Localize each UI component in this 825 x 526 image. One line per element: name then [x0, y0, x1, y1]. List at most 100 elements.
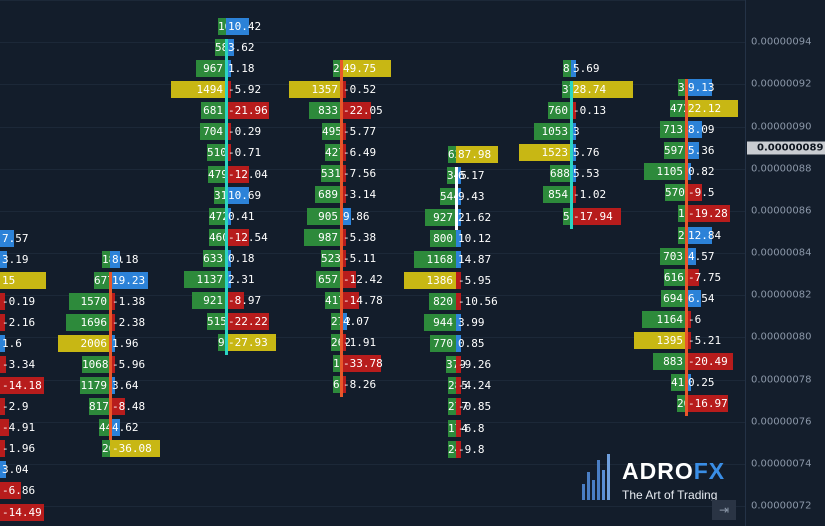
delta-bar: -19.28	[686, 205, 730, 223]
volume-bar: 515	[207, 313, 227, 331]
gridline	[0, 0, 745, 1]
volume-bar: 677	[94, 271, 114, 289]
delta-bar: 14.87	[456, 250, 492, 268]
delta-bar: 6.17	[456, 166, 485, 184]
volume-bar: 703	[660, 247, 686, 265]
gridline	[0, 211, 745, 212]
delta-bar: -6.49	[341, 144, 377, 162]
delta-bar: 5.36	[686, 142, 715, 160]
volume-bar: 417	[325, 291, 345, 309]
volume-bar: 883	[653, 353, 686, 371]
delta-bar: 5.69	[571, 60, 600, 77]
volume-bar: 1570	[69, 292, 110, 310]
delta-bar: -10.56	[456, 293, 498, 311]
delta-bar: -17.94	[571, 207, 621, 225]
delta-bar: -9.26	[456, 356, 492, 374]
volume-bar: 770	[430, 335, 456, 353]
price-tick-label: 0.00000082	[751, 289, 812, 301]
delta-bar: 12.84	[686, 226, 722, 244]
gridline	[0, 253, 745, 254]
delta-bar: -8.97	[226, 292, 262, 310]
price-axis[interactable]	[745, 0, 825, 526]
delta-bar: 1.96	[110, 334, 139, 352]
delta-bar: -6	[686, 310, 702, 328]
delta-bar: -5.38	[341, 228, 377, 246]
delta-bar: -0.19	[0, 292, 36, 310]
volume-bar: 800	[430, 229, 456, 247]
delta-bar: -22.22	[226, 313, 269, 331]
volume-bar: 8	[563, 60, 571, 77]
volume-bar: 1164	[642, 310, 686, 328]
poc-line	[685, 79, 688, 417]
delta-bar: -21.96	[226, 102, 269, 120]
delta-bar: -0.71	[226, 144, 262, 162]
price-tick-label: 0.00000072	[751, 500, 812, 512]
delta-bar: 49.75	[341, 60, 391, 77]
delta-bar: 9.43	[456, 187, 485, 205]
delta-bar: -0.85	[456, 398, 492, 416]
logo-bars-icon	[580, 452, 614, 504]
volume-bar: 285	[448, 377, 468, 395]
price-tick-label: 0.00000074	[751, 458, 812, 470]
price-tick-label: 0.00000084	[751, 247, 812, 259]
delta-bar: 21.62	[456, 208, 492, 226]
delta-bar: -5.92	[226, 81, 262, 99]
volume-bar: 820	[429, 293, 456, 311]
volume-bar: 417	[671, 374, 691, 392]
gridline	[0, 295, 745, 296]
volume-bar: 1068	[82, 355, 110, 373]
volume-bar: 1053	[534, 123, 571, 141]
volume-bar: 987	[304, 228, 341, 246]
delta-bar: 0.18	[226, 249, 255, 267]
delta-bar: -22.05	[341, 102, 383, 120]
volume-bar: 1386	[404, 271, 456, 289]
volume-bar: 1168	[414, 250, 456, 268]
volume-bar: 2006	[58, 334, 110, 352]
gridline	[0, 506, 745, 507]
volume-bar: 689	[315, 186, 341, 204]
logo-title: ADROFX	[622, 458, 726, 484]
volume-bar: 180	[102, 250, 122, 268]
delta-bar: -6.86	[0, 482, 36, 500]
price-tick-label: 0.00000078	[751, 374, 812, 385]
gridline	[0, 464, 745, 465]
delta-bar: -33.78	[341, 355, 383, 373]
volume-bar: 681	[201, 102, 226, 120]
delta-bar: 7.57	[0, 229, 29, 247]
gridline	[0, 127, 745, 128]
delta-bar: -9.8	[456, 440, 485, 458]
delta-bar: 1.18	[226, 60, 255, 78]
delta-bar: -2.16	[0, 313, 36, 331]
volume-bar: 616	[664, 268, 686, 286]
delta-bar: 0.85	[456, 335, 485, 353]
poc-line	[109, 271, 112, 441]
gridline	[0, 169, 745, 170]
volume-bar: 523	[321, 249, 341, 267]
volume-bar: 495	[322, 123, 342, 141]
delta-bar: -5.21	[686, 331, 722, 349]
volume-bar: 510	[207, 144, 227, 162]
delta-bar: 10.12	[456, 229, 492, 247]
price-tick-label: 0.00000086	[751, 205, 812, 217]
scroll-to-end-button[interactable]: ⇥	[712, 500, 736, 520]
volume-bar: 597	[664, 142, 686, 160]
price-tick-label: 0.00000080	[751, 331, 812, 343]
volume-bar: 921	[192, 292, 226, 310]
volume-bar: 713	[660, 121, 686, 139]
volume-bar: 544	[440, 187, 460, 205]
volume-bar: 1696	[66, 313, 110, 331]
delta-bar: -7.75	[686, 268, 722, 286]
delta-bar: 4.07	[341, 312, 370, 330]
volume-bar: 472	[670, 100, 690, 118]
delta-bar: 0.82	[686, 163, 715, 181]
delta-bar: 5.53	[571, 165, 600, 183]
volume-bar: 1494	[171, 81, 226, 99]
volume-bar: 479	[208, 165, 228, 183]
volume-bar: 531	[321, 165, 341, 183]
volume-bar: 1395	[634, 331, 686, 349]
delta-bar: 9.86	[341, 207, 370, 225]
delta-bar: -1.91	[341, 334, 377, 352]
volume-bar: 1523	[519, 144, 571, 162]
delta-bar: -0.52	[341, 81, 377, 99]
